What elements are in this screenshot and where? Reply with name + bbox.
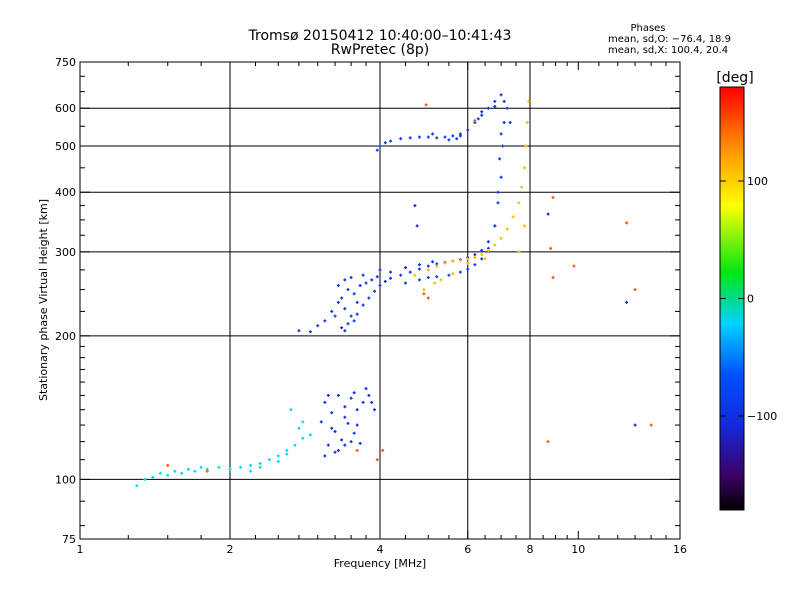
x-tick-label: 1 xyxy=(77,543,84,556)
x-tick-label: 8 xyxy=(527,543,534,556)
colorbar-label: [deg] xyxy=(716,70,753,86)
phase-info-x: mean, sd,X: 100.4, 20.4 xyxy=(608,45,728,56)
y-tick-label: 75 xyxy=(62,533,76,546)
y-tick-label: 500 xyxy=(55,140,76,153)
data-points xyxy=(135,93,653,488)
y-tick-label: 100 xyxy=(55,473,76,486)
y-tick-label: 600 xyxy=(55,102,76,115)
y-tick-label: 300 xyxy=(55,246,76,259)
phase-info-o: mean, sd,O: −76.4, 18.9 xyxy=(608,34,731,45)
y-axis-label: Stationary phase Virtual Height [km] xyxy=(37,199,50,401)
x-tick-label: 16 xyxy=(673,543,687,556)
colorbar-tick-label: 0 xyxy=(747,293,754,306)
chart-subtitle: RwPretec (8p) xyxy=(331,42,429,58)
x-axis-label: Frequency [MHz] xyxy=(334,557,426,570)
y-tick-label: 400 xyxy=(55,186,76,199)
colorbar-tick-label: 100 xyxy=(747,175,768,188)
x-tick-label: 4 xyxy=(377,543,384,556)
colorbar-ticks: 100 0 −100 xyxy=(720,175,777,423)
y-axis-ticks: 75 100 200 300 400 500 600 750 xyxy=(55,56,680,546)
grid xyxy=(80,62,680,539)
phase-info-header: Phases xyxy=(630,23,665,34)
y-tick-label: 750 xyxy=(55,56,76,69)
chart-title: Tromsø 20150412 10:40:00–10:41:43 xyxy=(248,28,512,44)
y-tick-label: 200 xyxy=(55,330,76,343)
x-tick-label: 2 xyxy=(227,543,234,556)
x-tick-label: 10 xyxy=(571,543,585,556)
colorbar-tick-label: −100 xyxy=(747,410,777,423)
x-tick-label: 6 xyxy=(464,543,471,556)
x-axis-ticks: 1 2 4 6 8 10 16 xyxy=(77,62,687,556)
